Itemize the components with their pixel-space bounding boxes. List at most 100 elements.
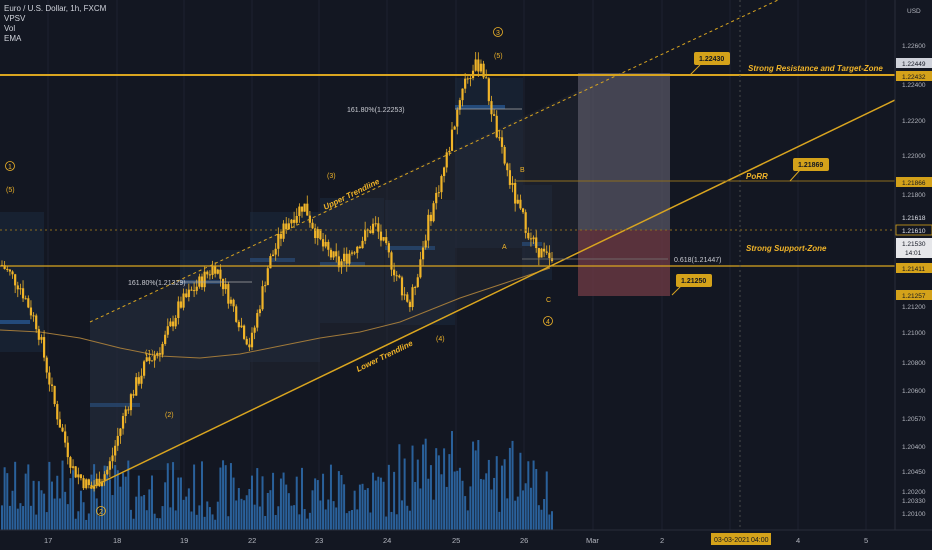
symbol-title[interactable]: Euro / U.S. Dollar, 1h, FXCM — [4, 4, 107, 13]
indicator-ema[interactable]: EMA — [4, 34, 22, 43]
candle-body — [329, 249, 333, 258]
price-tick: 1.20200 — [902, 489, 926, 496]
indicator-vpsv[interactable]: VPSV — [4, 14, 26, 23]
volume-bar — [266, 492, 269, 530]
candle-body — [66, 442, 69, 458]
volume-bar — [385, 516, 388, 530]
candle-body — [266, 268, 269, 286]
candle-body — [419, 259, 422, 278]
candle-body — [464, 78, 467, 89]
candle-body — [314, 228, 317, 239]
candle-body — [248, 344, 251, 348]
volume-bar — [508, 447, 511, 530]
candle-body — [319, 229, 322, 240]
volume-bar — [145, 510, 148, 530]
volume-bar — [495, 456, 498, 530]
candle-body — [353, 252, 356, 254]
candle-body — [332, 251, 335, 258]
volume-bar — [308, 512, 311, 530]
candle-body — [445, 152, 448, 168]
candle-body — [29, 307, 33, 316]
volume-bar — [53, 498, 56, 530]
volume-bars — [1, 431, 553, 530]
volume-bar — [40, 490, 43, 530]
volume-bar — [529, 487, 532, 530]
volume-bar — [316, 480, 319, 530]
volume-bar — [372, 472, 375, 530]
volume-bar — [135, 496, 138, 530]
volume-bar — [361, 483, 364, 530]
volume-bar — [137, 475, 140, 530]
candle-body — [450, 129, 454, 151]
wave-label-1-sub: (1) — [145, 350, 154, 357]
candle-body — [77, 474, 80, 478]
volume-bar — [161, 506, 164, 530]
time-cursor-date: 03-03-2021 — [714, 537, 750, 544]
candle-body — [540, 248, 543, 258]
candle-body — [387, 243, 390, 253]
candle-body — [456, 109, 459, 127]
wave-circle-1 — [5, 161, 15, 171]
volume-bar — [293, 505, 296, 530]
candle-body — [24, 298, 27, 300]
indicator-vol[interactable]: Vol — [4, 24, 16, 33]
callout-resistance-text: 1.22430 — [699, 56, 724, 63]
candle-body — [498, 137, 501, 139]
volume-bar — [29, 505, 32, 530]
candle-body — [216, 269, 219, 274]
candle-body — [243, 325, 246, 339]
candle-body — [211, 266, 214, 275]
volume-bar — [3, 467, 6, 530]
volume-bar — [440, 474, 443, 530]
volume-bar — [201, 461, 203, 530]
volume-bar — [124, 476, 127, 530]
candle-body — [469, 78, 472, 80]
candle-body — [14, 274, 17, 286]
candle-body — [311, 222, 314, 229]
volume-bar — [174, 510, 177, 530]
candle-body — [135, 377, 138, 396]
currency-label: USD — [907, 8, 921, 15]
volume-bar — [358, 484, 361, 530]
candle-body — [40, 337, 43, 340]
candle-body — [293, 219, 296, 223]
candle-body — [500, 137, 504, 147]
volume-bar — [398, 444, 401, 530]
wave-label-5-top: (5) — [494, 53, 503, 60]
volume-bar — [45, 512, 48, 530]
volume-bar — [285, 484, 288, 530]
candle-body — [240, 325, 243, 328]
volume-bar — [548, 514, 551, 530]
candle-body — [6, 268, 9, 270]
volume-bar — [393, 471, 396, 530]
candle-body — [343, 253, 346, 262]
candle-body — [121, 416, 125, 429]
volume-bar — [140, 496, 143, 530]
volume-bar — [351, 510, 353, 530]
candle-body — [408, 301, 411, 308]
price-tick: 1.22200 — [902, 118, 926, 125]
candle-body — [324, 241, 327, 247]
volume-bar — [237, 488, 240, 530]
candle-body — [548, 252, 551, 259]
price-tick: 1.20800 — [902, 360, 926, 367]
volume-bar — [24, 473, 27, 530]
candle-body — [132, 394, 135, 396]
volume-bar — [108, 479, 111, 530]
short-position-stop-zone — [578, 230, 670, 296]
candle-body — [3, 265, 6, 269]
candle-body — [58, 419, 61, 428]
volume-bar — [311, 490, 314, 530]
candle-body — [474, 59, 477, 71]
volume-bar — [6, 473, 9, 530]
candle-body — [261, 286, 264, 310]
candle-body — [129, 394, 133, 411]
volume-bar — [14, 461, 17, 530]
price-badge-1: 1.22449 — [902, 61, 926, 68]
callout-resistance — [694, 52, 730, 65]
candle-body — [195, 286, 198, 291]
volume-bar — [208, 507, 211, 530]
volume-bar — [314, 478, 317, 530]
time-axis[interactable] — [0, 530, 895, 550]
